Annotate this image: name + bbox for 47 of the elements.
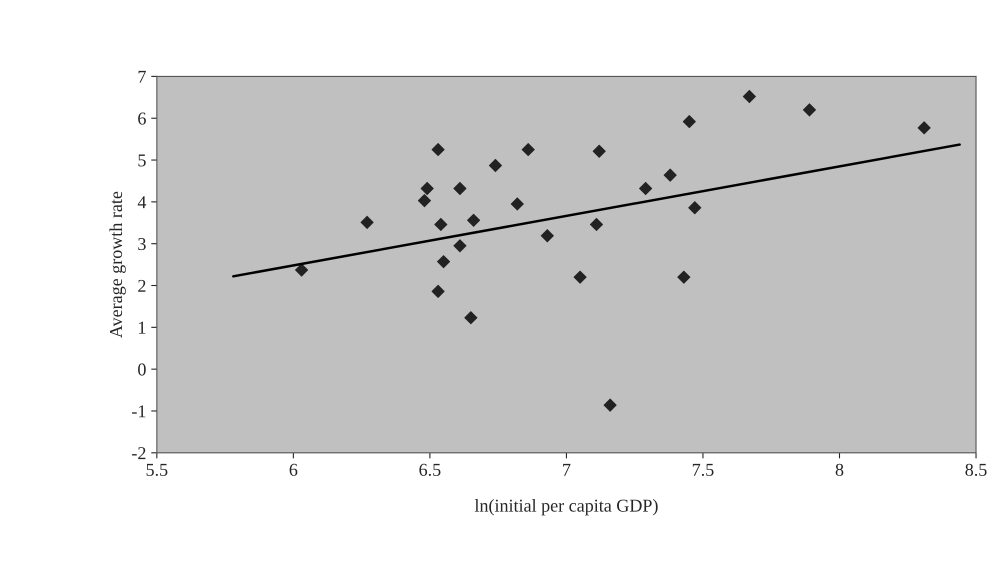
x-tick-label: 8 xyxy=(836,464,844,476)
y-tick-label: 5 xyxy=(138,154,146,166)
y-tick-label: 4 xyxy=(138,196,146,208)
point xyxy=(918,121,931,134)
y-tick-label: 1 xyxy=(138,322,146,334)
x-tick-label: 8.5 xyxy=(965,464,987,476)
point xyxy=(453,239,467,252)
point xyxy=(434,218,448,232)
point xyxy=(742,90,756,104)
point xyxy=(360,216,374,229)
x-tick-label: 7.5 xyxy=(692,464,714,476)
point xyxy=(418,194,432,208)
y-tick-label: -1 xyxy=(132,405,146,418)
y-tick-label: 3 xyxy=(138,238,146,250)
point xyxy=(688,201,702,214)
point xyxy=(592,144,606,158)
point xyxy=(432,143,445,156)
x-tick-label: 6 xyxy=(290,464,298,476)
point xyxy=(802,103,816,116)
point xyxy=(639,182,652,196)
y-tick-label: 6 xyxy=(138,112,146,125)
y-tick-label: -2 xyxy=(132,447,146,460)
x-tick-label: 5.5 xyxy=(146,464,168,476)
point xyxy=(453,182,467,196)
point xyxy=(664,168,677,182)
y-tick-label: 2 xyxy=(138,280,146,292)
point xyxy=(510,197,524,211)
point xyxy=(464,311,478,324)
y-tick-label: 0 xyxy=(138,363,146,376)
point xyxy=(467,214,480,227)
point xyxy=(432,284,445,298)
point xyxy=(436,255,450,268)
x-tick-label: 6.5 xyxy=(419,464,440,476)
point xyxy=(488,158,502,172)
point xyxy=(420,182,434,196)
point xyxy=(574,270,587,284)
point xyxy=(682,115,696,128)
point xyxy=(540,229,554,242)
x-tick-label: 7 xyxy=(563,464,570,476)
point xyxy=(522,143,535,156)
y-axis-title: Average growth rate xyxy=(109,192,126,338)
point xyxy=(604,398,617,412)
x-axis-title: ln(initial per capita GDP) xyxy=(474,499,658,516)
point xyxy=(295,263,308,277)
point xyxy=(590,218,604,232)
point xyxy=(677,270,690,284)
y-tick-label: 7 xyxy=(138,70,146,83)
